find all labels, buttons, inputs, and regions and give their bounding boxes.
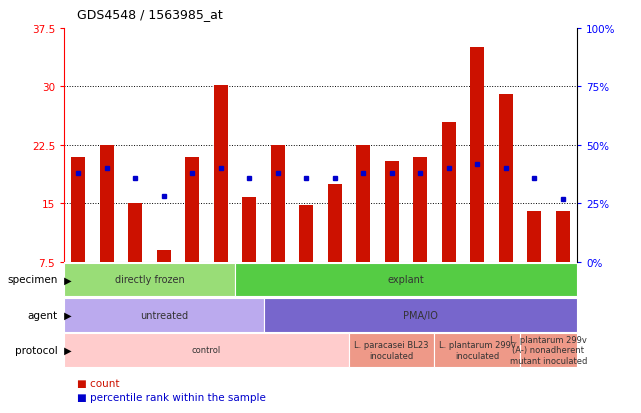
Bar [556, 212, 570, 262]
Text: L. paracasei BL23
inoculated: L. paracasei BL23 inoculated [354, 340, 429, 360]
Text: L. plantarum 299v
(A-) nonadherent
mutant inoculated: L. plantarum 299v (A-) nonadherent mutan… [510, 335, 587, 365]
Bar [527, 212, 541, 262]
Text: PMA/IO: PMA/IO [403, 310, 438, 320]
Text: control: control [192, 346, 221, 354]
Text: L. plantarum 299v
inoculated: L. plantarum 299v inoculated [438, 340, 515, 360]
Text: directly frozen: directly frozen [115, 275, 185, 285]
Text: agent: agent [28, 310, 58, 320]
Text: ▶: ▶ [61, 275, 72, 285]
Text: explant: explant [388, 275, 424, 285]
Bar [100, 145, 114, 262]
Bar [156, 251, 171, 262]
Text: specimen: specimen [7, 275, 58, 285]
Bar [271, 145, 285, 262]
Text: GDS4548 / 1563985_at: GDS4548 / 1563985_at [77, 8, 222, 21]
Bar [263, 298, 577, 332]
Bar [242, 198, 256, 262]
Text: ▶: ▶ [61, 310, 72, 320]
Bar [128, 204, 142, 262]
Bar [71, 157, 85, 262]
Bar [185, 157, 199, 262]
Text: untreated: untreated [140, 310, 188, 320]
Bar [235, 263, 577, 297]
Bar [64, 263, 235, 297]
Bar [213, 85, 228, 262]
Bar [64, 333, 349, 367]
Bar [435, 333, 520, 367]
Bar [64, 298, 263, 332]
Bar [356, 145, 370, 262]
Bar [385, 161, 399, 262]
Bar [349, 333, 435, 367]
Bar [470, 48, 485, 262]
Bar [299, 206, 313, 262]
Text: ▶: ▶ [61, 345, 72, 355]
Bar [520, 333, 577, 367]
Bar [413, 157, 428, 262]
Bar [499, 95, 513, 262]
Text: ■ percentile rank within the sample: ■ percentile rank within the sample [77, 392, 266, 402]
Bar [328, 185, 342, 262]
Text: ■ count: ■ count [77, 378, 119, 388]
Text: protocol: protocol [15, 345, 58, 355]
Bar [442, 122, 456, 262]
